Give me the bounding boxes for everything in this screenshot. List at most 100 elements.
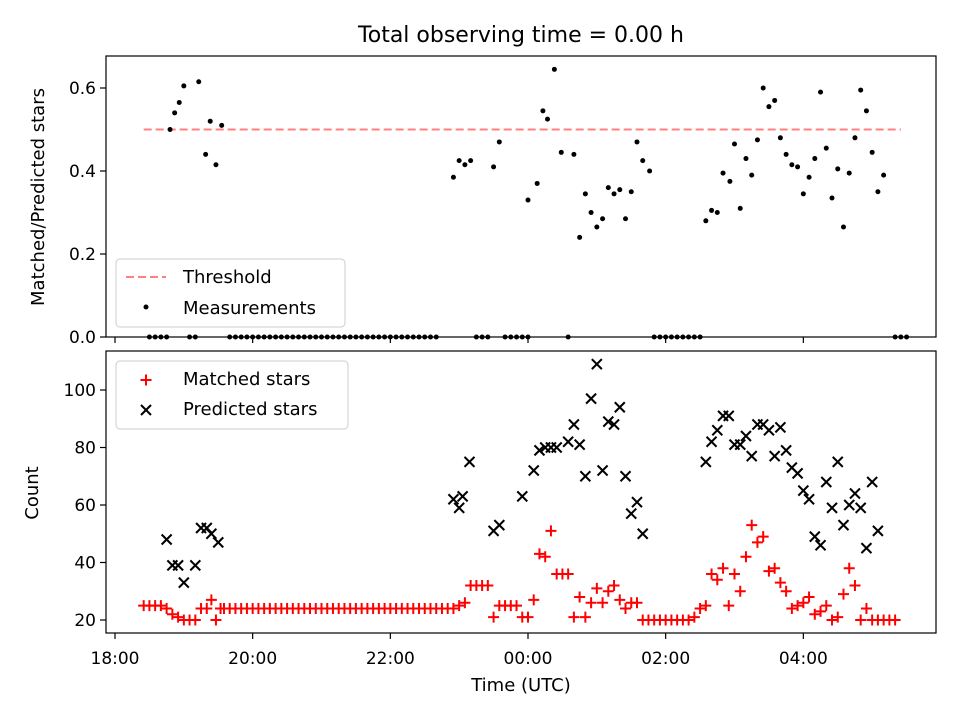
predicted-star-point: [866, 476, 878, 488]
matched-star-point: [734, 585, 746, 597]
matched-star-point: [597, 597, 609, 609]
x-tick-label: 18:00: [91, 649, 140, 669]
matched-star-point: [533, 548, 545, 560]
cross-stroke-b: [820, 476, 832, 488]
measurement-point: [777, 135, 783, 141]
cross-stroke-b: [585, 392, 597, 405]
measurement-point: [617, 187, 623, 193]
predicted-star-point: [614, 401, 626, 413]
matched-star-point: [757, 531, 769, 543]
measurement-point: [551, 66, 557, 72]
measurement-point: [840, 224, 846, 230]
predicted-star-point: [637, 528, 649, 540]
matched-star-point: [579, 611, 591, 623]
matched-star-point: [809, 608, 821, 620]
matched-star-point: [826, 614, 838, 626]
bottom-legend: Matched stars Predicted stars: [115, 360, 349, 430]
predicted-star-point: [843, 499, 855, 511]
cross-stroke-b: [705, 436, 718, 448]
predicted-star-point: [585, 392, 597, 405]
matched-star-point: [585, 597, 597, 609]
measurement-point: [852, 135, 858, 141]
measurement-point: [571, 151, 577, 157]
x-tick-label: 22:00: [366, 649, 415, 669]
cross-stroke-b: [528, 464, 540, 477]
cross-stroke-b: [746, 450, 758, 462]
predicted-star-point: [178, 576, 190, 589]
measurement-point: [525, 197, 531, 203]
matched-star-point: [700, 600, 712, 612]
matched-legend-glyph: [140, 374, 152, 386]
measurement-point: [491, 164, 497, 170]
predicted-star-point: [631, 496, 643, 508]
predicted-star-point: [832, 456, 844, 468]
cross-stroke-b: [568, 418, 580, 431]
cross-stroke-b: [734, 438, 746, 451]
bottom-legend-box: [115, 360, 349, 430]
predicted-star-point: [160, 533, 173, 546]
matched-legend-marker: [140, 374, 152, 386]
bottom-y-ticks: 20 40 60 80 100: [64, 381, 106, 631]
top-y-label: Matched/Predicted stars: [28, 88, 49, 306]
predicted-star-point: [516, 490, 528, 503]
cross-stroke-b: [797, 484, 810, 497]
matched-star-point: [820, 600, 832, 612]
matched-star-point: [620, 603, 632, 614]
cross-stroke-b: [516, 490, 528, 503]
matched-star-point: [608, 580, 620, 591]
measurement-point: [540, 108, 546, 114]
matched-star-point: [792, 600, 804, 612]
predicted-star-point: [763, 424, 775, 436]
measurement-point: [623, 216, 629, 222]
predicted-star-point: [212, 536, 224, 549]
cross-stroke-b: [178, 576, 190, 589]
matched-star-point: [602, 585, 614, 597]
predicted-star-point: [814, 539, 827, 551]
predicted-star-point: [619, 470, 632, 482]
predicted-star-point: [463, 456, 476, 468]
bottom-y-tick-label: 60: [74, 496, 96, 516]
predicted-star-point: [740, 430, 752, 442]
matched-star-point: [614, 594, 626, 606]
cross-stroke-b: [591, 358, 603, 370]
matched-star-point: [740, 551, 752, 563]
matched-star-point: [562, 568, 574, 580]
matched-legend-label: Matched stars: [183, 369, 310, 390]
matched-star-point: [815, 605, 827, 617]
predicted-star-point: [780, 444, 792, 457]
predicted-star-point: [723, 410, 735, 422]
top-y-ticks: 0.0 0.2 0.4 0.6: [69, 79, 106, 348]
predicted-star-point: [579, 470, 592, 482]
matched-star-point: [161, 603, 173, 614]
matched-star-point: [706, 568, 718, 580]
cross-stroke-b: [826, 502, 838, 514]
predicted-star-point: [447, 493, 460, 505]
cross-stroke-b: [786, 461, 798, 474]
cross-stroke-b: [573, 438, 586, 451]
measurement-point: [172, 110, 178, 116]
predicted-star-point: [820, 476, 832, 488]
matched-star-point: [746, 519, 758, 531]
cross-stroke-b: [711, 424, 723, 436]
predicted-star-point: [700, 456, 712, 468]
cross-stroke-b: [740, 430, 752, 442]
measurement-point: [829, 195, 835, 201]
matched-star-point: [849, 580, 861, 591]
top-legend-box: [115, 258, 346, 328]
bottom-y-label: Count: [22, 466, 43, 519]
predicted-star-point: [205, 528, 218, 540]
measurement-point: [783, 151, 789, 157]
measurement-point: [881, 172, 887, 178]
measurement-point: [611, 191, 617, 197]
matched-star-point: [482, 580, 494, 591]
matched-star-point: [172, 611, 184, 623]
matched-star-point: [774, 577, 786, 589]
measurement-point: [789, 162, 795, 168]
matched-star-point: [769, 562, 781, 574]
matched-star-point: [545, 525, 557, 537]
measurement-point: [196, 79, 202, 85]
measurement-point: [766, 104, 772, 110]
predicted-star-point: [826, 502, 838, 514]
cross-stroke-b: [774, 421, 787, 434]
cross-stroke-b: [866, 476, 878, 488]
